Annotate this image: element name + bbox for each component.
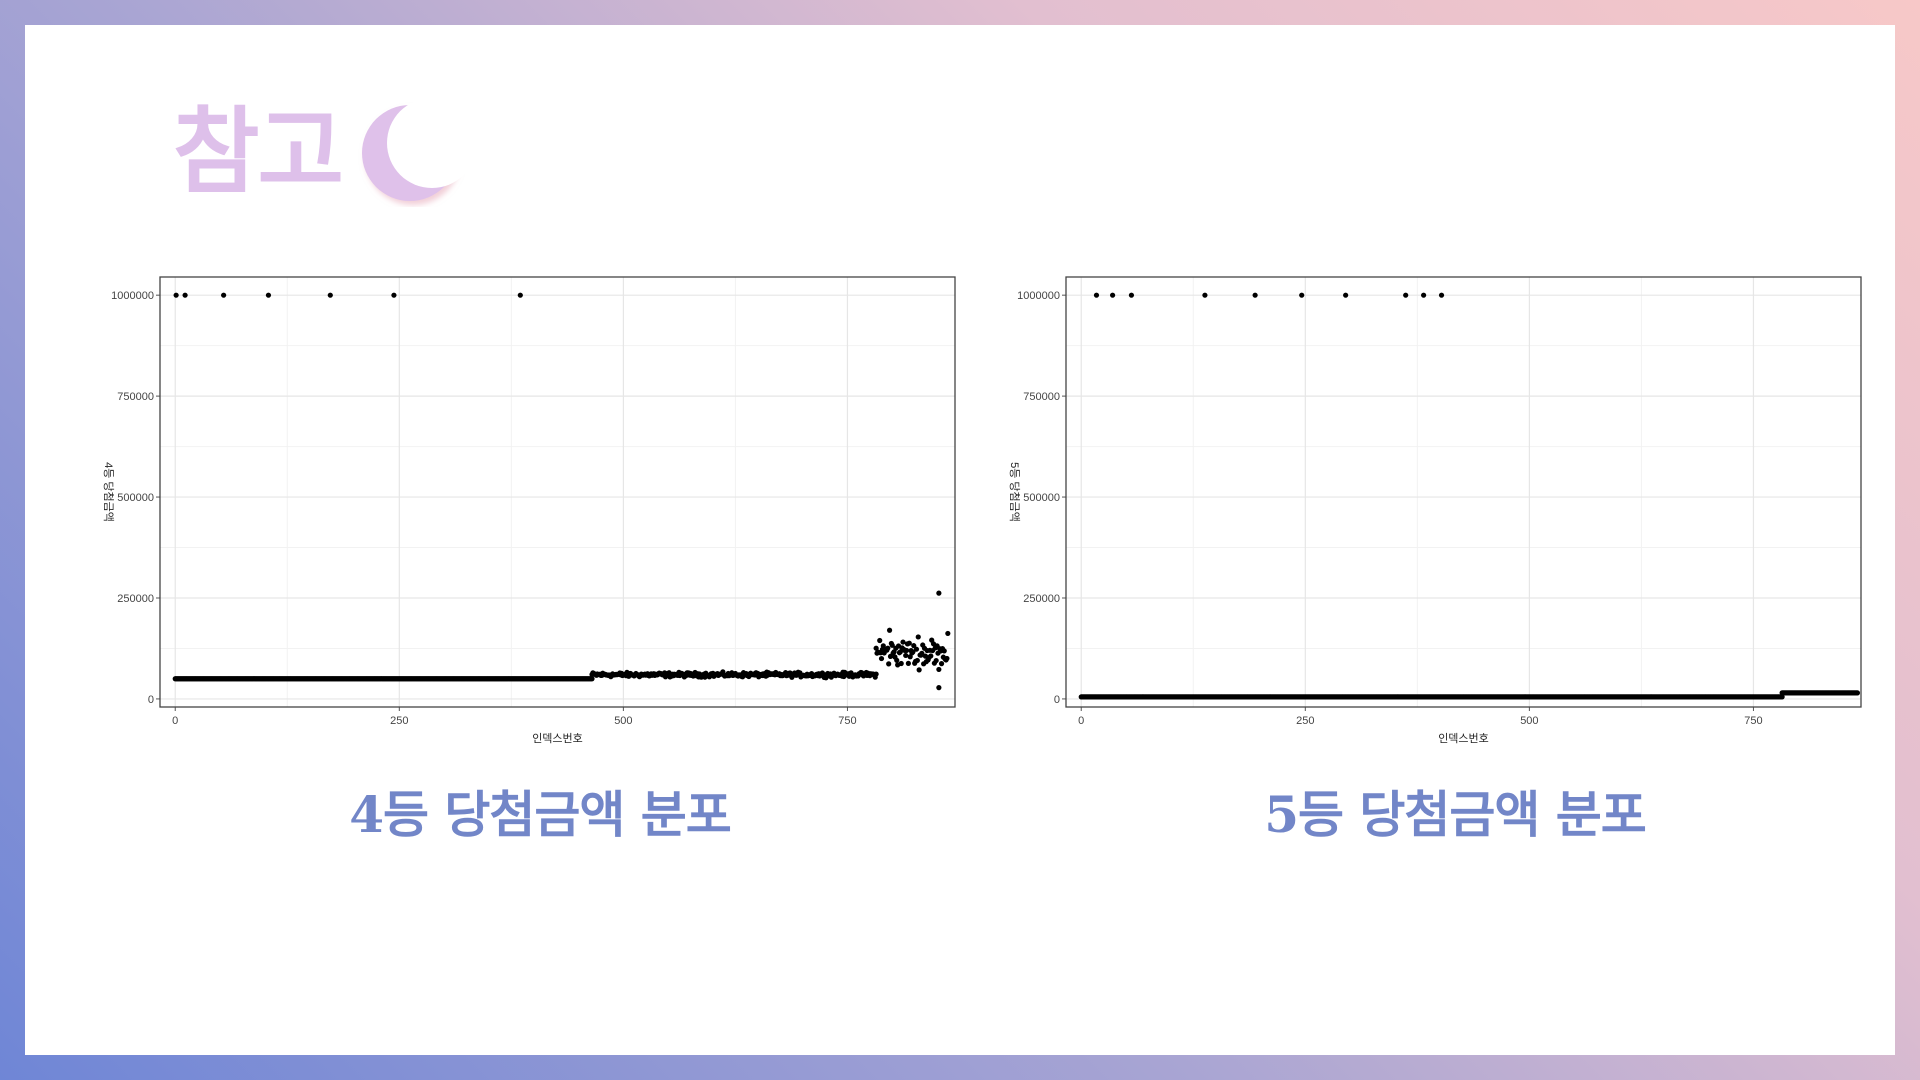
chart-0-y-tick-label: 750000 bbox=[117, 391, 154, 403]
chart-1-point-outlier bbox=[1110, 292, 1116, 298]
chart-0-point bbox=[915, 634, 921, 640]
chart-0-point bbox=[904, 647, 910, 654]
chart-1-point-outlier bbox=[1252, 292, 1258, 298]
chart-1-y-tick-label: 500000 bbox=[1023, 492, 1060, 504]
chart-0-x-axis-label: 인덱스번호 bbox=[532, 732, 583, 745]
chart-0-point bbox=[941, 648, 947, 654]
chart-0-point bbox=[905, 660, 911, 666]
chart-0-x-tick-label: 250 bbox=[390, 715, 408, 727]
chart-1-y-tick-label: 750000 bbox=[1023, 391, 1060, 403]
chart-0-point bbox=[913, 646, 920, 652]
chart-1-x-tick-label: 750 bbox=[1744, 715, 1762, 727]
chart-1-point-outlier bbox=[1343, 292, 1349, 298]
chart-1-y-tick-label: 0 bbox=[1054, 694, 1060, 706]
chart-0-point bbox=[885, 645, 891, 651]
chart-0-panel-border bbox=[159, 276, 956, 708]
chart-0-x-tick-label: 0 bbox=[172, 715, 178, 727]
slide-title: 참고 bbox=[173, 97, 466, 207]
chart-1-point-outlier bbox=[1438, 292, 1445, 298]
chart-1-plot-area bbox=[1066, 277, 1861, 707]
chart-4th-prize-svg: 0 250 500 750 0 250000 500000 750000 1000000 인덱스번… bbox=[102, 276, 956, 745]
chart-0-point-outlier bbox=[517, 292, 523, 298]
chart-1-point-outlier bbox=[1299, 292, 1305, 298]
chart-1-point-outlier bbox=[1093, 292, 1100, 298]
chart-5th-prize-svg: 0 250 500 750 0 250000 500000 750000 1000000 인덱스번… bbox=[1008, 276, 1862, 745]
chart-0-point bbox=[944, 655, 950, 662]
chart-1-point-outlier bbox=[1403, 292, 1409, 298]
chart-0-point-outlier bbox=[221, 292, 227, 298]
chart-0-point bbox=[873, 671, 879, 677]
chart-0-point-outlier bbox=[173, 292, 179, 298]
chart-1-x-tick-label: 0 bbox=[1078, 715, 1084, 727]
chart-0-point bbox=[877, 637, 883, 644]
chart-0-point bbox=[889, 642, 895, 648]
chart-0-point bbox=[936, 666, 942, 673]
caption-5th-prize: 5등 당첨금액 분포 bbox=[1264, 785, 1647, 844]
chart-0-x-tick-label: 750 bbox=[838, 715, 856, 727]
slide-title-text: 참고 bbox=[173, 97, 344, 207]
chart-1-point-outlier bbox=[1202, 292, 1208, 298]
chart-1-panel-border bbox=[1065, 276, 1862, 708]
chart-0-point bbox=[910, 649, 916, 655]
chart-1-y-tick-label: 250000 bbox=[1023, 593, 1060, 605]
chart-0-point bbox=[903, 652, 909, 659]
chart-0-point bbox=[938, 661, 945, 667]
chart-0-y-tick-label: 1000000 bbox=[111, 290, 154, 302]
chart-0-y-tick-label: 0 bbox=[148, 694, 154, 706]
chart-1-point bbox=[1854, 690, 1861, 696]
chart-0-y-tick-label: 250000 bbox=[117, 593, 154, 605]
chart-0-point-outlier bbox=[182, 292, 188, 298]
chart-0-point-outlier bbox=[391, 292, 397, 298]
chart-0-point bbox=[928, 653, 934, 659]
chart-0-point bbox=[886, 661, 892, 667]
chart-0-point bbox=[900, 639, 906, 645]
chart-0-point bbox=[919, 650, 925, 656]
chart-0-point bbox=[894, 657, 900, 663]
chart-0-point bbox=[589, 676, 595, 682]
chart-0-x-tick-label: 500 bbox=[614, 715, 632, 727]
chart-0-y-tick-label: 500000 bbox=[117, 492, 154, 504]
chart-4th-prize: 0 250 500 750 0 250000 500000 750000 1000000 인덱스번… bbox=[95, 262, 965, 766]
chart-1-point bbox=[1779, 694, 1785, 700]
chart-0-y-axis-label: 4등 당첨금액 bbox=[102, 462, 115, 522]
chart-0-point bbox=[914, 657, 920, 664]
chart-0-point bbox=[933, 657, 939, 664]
chart-0-point bbox=[906, 640, 912, 646]
chart-1-y-tick-label: 1000000 bbox=[1017, 290, 1060, 302]
chart-0-point bbox=[886, 627, 893, 633]
chart-1-x-tick-label: 250 bbox=[1296, 715, 1314, 727]
chart-0-plot-area bbox=[160, 277, 955, 707]
chart-0-point-outlier bbox=[265, 292, 272, 298]
chart-0-point bbox=[898, 660, 904, 667]
chart-0-point bbox=[945, 630, 951, 637]
chart-0-point bbox=[878, 655, 885, 662]
chart-1-point-outlier bbox=[1128, 292, 1135, 298]
chart-1-point-outlier bbox=[1421, 292, 1427, 298]
chart-1-y-axis-label: 5등 당첨금액 bbox=[1008, 462, 1021, 522]
crescent-moon-icon bbox=[361, 105, 458, 201]
chart-0-point bbox=[911, 643, 917, 649]
chart-5th-prize: 0 250 500 750 0 250000 500000 750000 1000000 인덱스번… bbox=[1001, 262, 1871, 766]
chart-1-x-axis-label: 인덱스번호 bbox=[1438, 732, 1489, 745]
chart-1-x-tick-label: 500 bbox=[1520, 715, 1538, 727]
chart-0-point bbox=[916, 667, 922, 673]
chart-0-point bbox=[936, 590, 942, 596]
caption-4th-prize: 4등 당첨금액 분포 bbox=[349, 785, 732, 844]
chart-0-point bbox=[873, 645, 879, 651]
chart-0-point bbox=[936, 685, 942, 691]
chart-0-point-outlier bbox=[327, 292, 333, 298]
